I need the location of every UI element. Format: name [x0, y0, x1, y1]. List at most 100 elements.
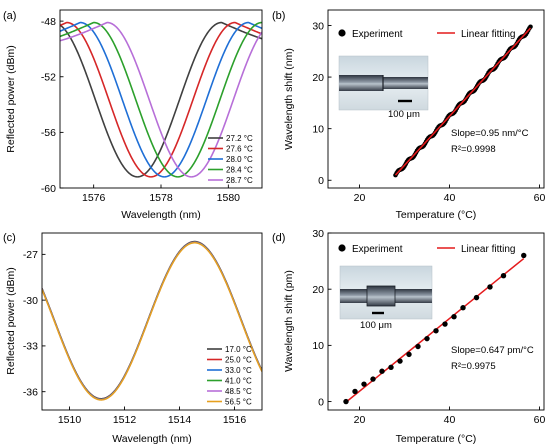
panel-a-x-tick-label: 1578 [149, 192, 173, 204]
panel-a: (a) 1576 1578 1580 -60 -56 -52 -48 Wavelength … [3, 9, 263, 221]
panel-c-series-line [42, 240, 262, 400]
panel-d-y-tick-label: 10 [312, 340, 324, 352]
panel-a-y-tick-label: -60 [41, 183, 56, 195]
panel-b-inset-micrograph [338, 55, 429, 111]
panel-d-experiment-point [379, 368, 385, 374]
panel-a-y-tick-label: -56 [41, 127, 56, 139]
panel-d-slope-annotation: Slope=0.647 pm/°C [451, 345, 534, 356]
panel-label-d: (d) [272, 232, 285, 244]
panel-d-legend-fit-label: Linear fitting [461, 244, 515, 255]
panel-b-legend: Experiment Linear fitting [338, 29, 515, 40]
panel-d-experiment-point [500, 273, 507, 279]
panel-d-legend-experiment-marker [338, 244, 346, 252]
panel-d-experiment-point [442, 321, 448, 327]
panel-d-experiment-point [433, 328, 439, 334]
panel-a-x-axis-title: Wavelength (nm) [121, 209, 201, 221]
panel-a-legend-label: 28.0 °C [226, 155, 253, 164]
panel-b-legend-experiment-marker [338, 29, 346, 37]
panel-d-experiment-point [521, 252, 527, 259]
panel-a-y-tick-label: -52 [41, 72, 56, 84]
panel-c-series-line [42, 242, 262, 401]
panel-c-legend-label: 56.5 °C [225, 398, 252, 407]
panel-d-experiment-point [361, 381, 367, 387]
panel-d-x-axis-title: Temperature (°C) [396, 433, 477, 445]
panel-label-a: (a) [3, 10, 16, 22]
panel-a-legend: 27.2 °C 27.6 °C28.0 °C 28.4 °C28.7 °C [208, 134, 253, 185]
panel-c-y-tick-label: -33 [23, 341, 38, 353]
panel-c-legend-label: 41.0 °C [225, 377, 252, 386]
panel-c-x-tick-label: 1512 [113, 414, 137, 426]
panel-b-r2-annotation: R²=0.9998 [451, 144, 496, 155]
panel-a-legend-label: 27.2 °C [226, 134, 253, 143]
panel-b-y-tick-label: 0 [318, 175, 324, 187]
panel-b-legend-experiment-label: Experiment [352, 29, 403, 40]
panel-b-x-tick-label: 60 [534, 192, 546, 204]
panel-d-inset-micrograph [339, 265, 433, 320]
panel-label-b: (b) [272, 10, 285, 22]
panel-d-ticks: 20 40 60 0 10 20 30 [312, 228, 545, 426]
panel-a-legend-label: 28.7 °C [226, 176, 253, 185]
panel-d-y-tick-label: 30 [312, 228, 324, 240]
panel-d-y-tick-label: 20 [312, 284, 324, 296]
panel-d-scale-bar-label: 100 μm [360, 320, 392, 331]
panel-b-slope-annotation: Slope=0.95 nm/°C [451, 128, 529, 139]
panel-b-y-tick-label: 10 [312, 123, 324, 135]
panel-d-experiment-point [397, 358, 403, 364]
panel-a-series-line [60, 21, 262, 178]
panel-d-legend-experiment-label: Experiment [352, 244, 403, 255]
panel-c: (c) 1510 1512 1514 1516 -36 -33 -30 -27 Wavelen… [3, 232, 263, 445]
panel-c-legend-label: 25.0 °C [225, 356, 252, 365]
panel-a-legend-label: 28.4 °C [226, 166, 253, 175]
panel-b-x-axis-title: Temperature (°C) [396, 209, 477, 221]
panel-c-y-tick-label: -30 [23, 295, 38, 307]
panel-d: (d) 20 40 60 0 10 20 30 Temperature (°C) Wavel… [272, 228, 545, 445]
panel-d-experiment-point [473, 294, 480, 301]
panel-a-series-line [60, 21, 262, 178]
panel-a-x-tick-label: 1580 [217, 192, 241, 204]
panel-b-x-tick-label: 20 [354, 192, 366, 204]
panel-d-experiment-point [451, 314, 457, 320]
panel-d-experiment-point [388, 364, 394, 370]
panel-a-series-line [60, 21, 262, 178]
panel-b-x-tick-label: 40 [444, 192, 456, 204]
panel-d-experiment-point [460, 305, 466, 311]
panel-d-experiment-point [487, 284, 493, 290]
panel-c-x-tick-label: 1514 [168, 414, 192, 426]
panel-a-legend-label: 27.6 °C [226, 145, 253, 154]
panel-c-legend-label: 48.5 °C [225, 387, 252, 396]
panel-c-legend-label: 17.0 °C [225, 345, 252, 354]
panel-d-experiment-point [370, 376, 376, 382]
panel-d-frame [327, 232, 545, 411]
panel-d-legend: Experiment Linear fitting [338, 244, 515, 255]
panel-a-series-line [60, 21, 262, 178]
panel-d-y-axis-title: Wavelength shift (pm) [283, 270, 295, 372]
panel-b-ticks: 20 40 60 0 10 20 30 [312, 20, 545, 204]
panel-b-plot-area [393, 24, 533, 178]
panel-b-experiment-point [528, 24, 533, 30]
panel-b-fit-line [394, 27, 532, 176]
panel-d-x-tick-label: 40 [444, 414, 456, 426]
panel-c-plot-area [42, 240, 262, 401]
panel-label-c: (c) [3, 232, 16, 244]
panel-c-y-axis-title: Reflected power (dBm) [5, 267, 17, 374]
panel-d-experiment-point [343, 398, 349, 405]
panel-c-x-tick-label: 1516 [223, 414, 247, 426]
panel-d-y-tick-label: 0 [318, 396, 324, 408]
panel-a-plot-area [60, 21, 262, 178]
panel-c-frame [41, 232, 263, 411]
panel-b-y-tick-label: 20 [312, 72, 324, 84]
panel-c-y-tick-label: -27 [23, 249, 38, 261]
panel-d-x-tick-label: 60 [534, 414, 546, 426]
panel-c-y-tick-label: -36 [23, 386, 38, 398]
panel-c-series-line [42, 241, 262, 400]
panel-a-x-tick-label: 1576 [82, 192, 106, 204]
panel-d-experiment-point [424, 335, 430, 342]
panel-c-legend: 17.0 °C 25.0 °C33.0 °C 41.0 °C48.5 °C 56.5 … [207, 345, 252, 407]
panel-b-y-axis-title: Wavelength shift (nm) [283, 48, 295, 150]
panel-b-legend-fit-label: Linear fitting [461, 29, 515, 40]
panel-b-scale-bar-label: 100 μm [388, 109, 420, 120]
panel-d-r2-annotation: R²=0.9975 [451, 361, 496, 372]
panel-a-series-line [60, 21, 262, 178]
panel-d-experiment-point [406, 351, 412, 358]
